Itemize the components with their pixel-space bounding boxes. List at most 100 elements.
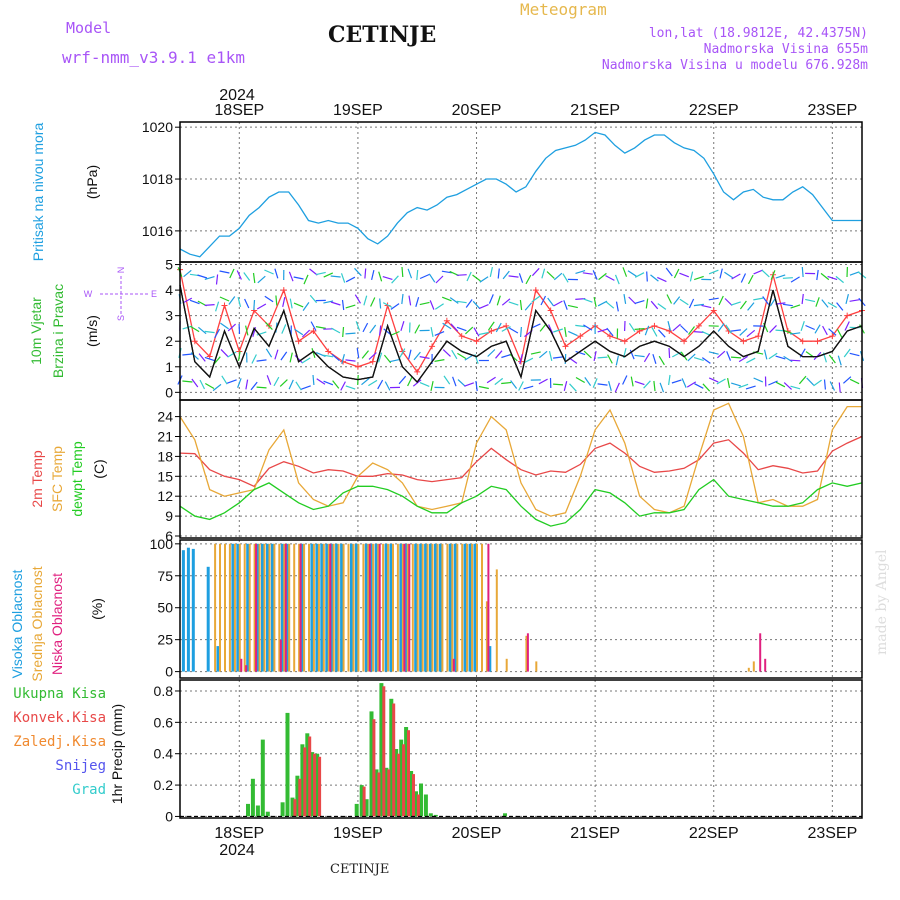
wind-arrow xyxy=(508,327,519,334)
bar-mid xyxy=(747,667,750,672)
wind-arrow xyxy=(391,275,399,284)
gust-marker xyxy=(621,338,628,345)
wind-arrow xyxy=(204,276,215,280)
wind-arrow xyxy=(687,353,696,362)
wind-arrow xyxy=(740,273,747,283)
wind-arrow xyxy=(479,276,489,283)
bar-mid xyxy=(362,543,365,672)
wind-arrow xyxy=(289,352,293,363)
wind-arrow xyxy=(717,350,726,359)
wind-arrow xyxy=(563,381,568,391)
wind-arrow xyxy=(475,380,478,392)
wind-arrow xyxy=(783,382,793,390)
wind-arrow xyxy=(582,298,593,303)
wind-arrow xyxy=(303,274,309,285)
bar-mid xyxy=(233,543,236,672)
footer-station: CETINJE xyxy=(330,862,390,877)
wind-arrow xyxy=(548,324,554,334)
bar-high xyxy=(340,543,344,672)
bar-high xyxy=(261,543,264,672)
wind-arrow xyxy=(245,379,249,390)
wind-arrow xyxy=(828,328,837,336)
bar-low xyxy=(299,543,302,672)
bar-mid xyxy=(441,543,444,672)
wind-arrow xyxy=(401,266,404,278)
wind-arrow xyxy=(806,377,815,386)
wind-arrow xyxy=(782,303,793,307)
wind-arrow xyxy=(547,297,555,307)
gust-marker xyxy=(681,338,688,345)
gust-marker xyxy=(443,317,450,324)
wind-arrow xyxy=(583,324,593,331)
bar-high xyxy=(354,543,358,672)
wind-arrow xyxy=(608,381,612,391)
wind-arrow xyxy=(523,357,534,364)
wind-arrow xyxy=(199,379,206,390)
bar-total xyxy=(310,752,315,817)
wind-arrow xyxy=(657,276,667,283)
bar-mid xyxy=(263,543,266,672)
wind-arrow xyxy=(821,299,829,308)
panel-pressure: 1016 1018 1020 Pritisak na nivou mora (hPa) xyxy=(30,119,863,263)
wind-arrow xyxy=(449,297,459,304)
bar-convective xyxy=(298,778,302,817)
series-line-speed xyxy=(179,284,863,384)
y-axis-title: SFC Temp xyxy=(49,446,65,512)
wind-arrow xyxy=(464,354,474,361)
wind-arrow xyxy=(575,270,586,274)
wind-arrow xyxy=(226,379,237,384)
bar-low xyxy=(255,543,258,672)
wind-arrow xyxy=(364,268,367,279)
wind-arrow xyxy=(332,380,340,389)
wind-arrow xyxy=(805,298,816,303)
wind-arrow xyxy=(820,272,830,281)
y-axis-unit: (m/s) xyxy=(84,315,100,347)
top-day-label: 19SEP xyxy=(333,102,383,119)
wind-arrow xyxy=(646,271,648,282)
wind-arrow xyxy=(464,382,475,387)
y-tick-label: 100 xyxy=(150,536,174,552)
wind-arrow xyxy=(849,299,860,302)
bar-total xyxy=(419,783,423,817)
wind-arrow xyxy=(693,331,704,333)
y-tick-label: 0.6 xyxy=(154,714,174,730)
wind-arrow xyxy=(553,383,564,386)
y-tick-label: 1020 xyxy=(142,119,173,135)
bar-mid xyxy=(426,543,429,672)
wind-arrow xyxy=(746,357,756,364)
wind-arrow xyxy=(634,272,645,278)
panel-frame xyxy=(179,399,863,539)
bar-low xyxy=(368,543,371,672)
wind-arrow xyxy=(316,378,326,385)
wind-arrow xyxy=(264,295,274,303)
meteogram-label: Meteogram xyxy=(520,0,607,19)
wind-arrow xyxy=(345,385,356,390)
wind-arrow xyxy=(539,323,547,332)
y-tick-label: 9 xyxy=(165,508,173,524)
bar-high xyxy=(399,543,403,672)
wind-arrow xyxy=(835,275,844,284)
wind-arrow xyxy=(815,297,820,307)
bar-mid xyxy=(337,543,340,672)
wind-arrow xyxy=(622,267,628,277)
bar-mid xyxy=(471,543,474,672)
wind-arrow xyxy=(435,275,444,284)
wind-arrow xyxy=(730,329,741,332)
wind-arrow xyxy=(189,299,200,305)
wind-arrow xyxy=(615,301,619,312)
bar-mid xyxy=(476,543,478,672)
bar-high xyxy=(191,548,195,672)
bar-mid xyxy=(392,543,394,672)
wind-arrow xyxy=(257,275,266,284)
wind-arrow xyxy=(523,385,534,390)
y-tick-label: 0.8 xyxy=(154,683,174,699)
wind-arrow xyxy=(220,348,229,358)
wind-arrow xyxy=(479,304,489,309)
wind-arrow xyxy=(472,274,481,282)
wind-arrow xyxy=(198,353,206,362)
bar-convective xyxy=(382,686,386,817)
bar-total xyxy=(399,739,404,817)
gust-marker xyxy=(740,338,747,345)
wind-arrow xyxy=(274,268,279,279)
bar-mid xyxy=(451,543,454,672)
